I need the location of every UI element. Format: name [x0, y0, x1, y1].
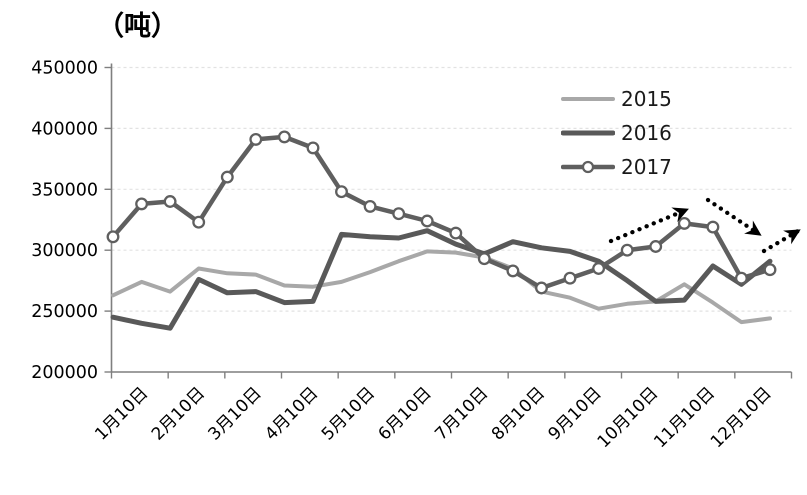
- data-point-marker-2017: [677, 216, 691, 230]
- legend-label: 2017: [621, 154, 672, 179]
- legend-line-swatch-2017: [561, 160, 615, 173]
- chart-legend: 2015 2016 2017: [561, 86, 672, 179]
- data-point-marker-2017: [706, 220, 720, 234]
- y-tick-label: 400000: [31, 119, 98, 139]
- data-point-marker-2017: [506, 264, 520, 278]
- data-point-marker-2017: [763, 263, 777, 277]
- legend-label: 2015: [621, 86, 672, 111]
- data-point-marker-2017: [220, 170, 234, 184]
- data-point-marker-2017: [277, 130, 291, 144]
- legend-line-swatch-2016: [561, 130, 615, 135]
- y-tick-label: 250000: [31, 302, 98, 322]
- data-point-marker-2017: [734, 271, 748, 285]
- x-tick-label: 11月10日: [650, 383, 719, 452]
- y-tick-label: 350000: [31, 180, 98, 200]
- data-point-marker-2017: [335, 185, 348, 199]
- trend-arrow-down: [705, 197, 762, 237]
- series-line-2016: [110, 228, 773, 331]
- trend-arrow-up: [761, 228, 801, 254]
- x-tick-label: 1月10日: [91, 383, 152, 444]
- x-tick-label: 3月10日: [205, 383, 266, 444]
- data-point-marker-2017: [449, 226, 463, 240]
- x-tick-label: 4月10日: [261, 383, 322, 444]
- x-tick-label: 7月10日: [431, 383, 492, 444]
- data-point-marker-2017: [420, 214, 434, 228]
- data-point-marker-2017: [135, 197, 149, 211]
- data-point-marker-2017: [249, 132, 263, 146]
- y-tick-label: 300000: [31, 241, 98, 261]
- data-point-marker-2017: [620, 243, 634, 257]
- data-point-marker-2017: [535, 281, 548, 295]
- legend-item-2016: 2016: [561, 120, 672, 145]
- series-line-2015: [111, 249, 772, 325]
- y-tick-label: 200000: [31, 363, 98, 383]
- data-point-marker-2017: [163, 195, 177, 208]
- x-tick-label: 5月10日: [318, 383, 379, 444]
- legend-label: 2016: [621, 120, 672, 145]
- legend-item-2015: 2015: [561, 86, 672, 111]
- data-point-marker-2017: [392, 207, 406, 221]
- data-point-marker-2017: [649, 240, 663, 253]
- x-tick-label: 2月10日: [148, 383, 209, 444]
- legend-line-swatch-2015: [561, 96, 615, 101]
- data-point-marker-2017: [363, 199, 377, 213]
- data-point-marker-2017: [563, 271, 577, 285]
- data-point-marker-2017: [592, 262, 606, 275]
- x-tick-label: 8月10日: [488, 383, 549, 444]
- x-tick-label: 10月10日: [594, 383, 663, 452]
- data-point-marker-2017: [306, 141, 320, 155]
- data-point-marker-2017: [477, 252, 491, 266]
- axis-unit-label: （吨）: [97, 11, 178, 42]
- legend-item-2017: 2017: [561, 154, 672, 179]
- data-point-marker-2017: [106, 230, 120, 244]
- x-tick-label: 6月10日: [375, 383, 436, 444]
- x-tick-label: 12月10日: [707, 383, 776, 452]
- data-point-marker-2017: [192, 215, 206, 229]
- y-tick-label: 450000: [31, 59, 98, 79]
- trend-arrow-up: [608, 207, 689, 244]
